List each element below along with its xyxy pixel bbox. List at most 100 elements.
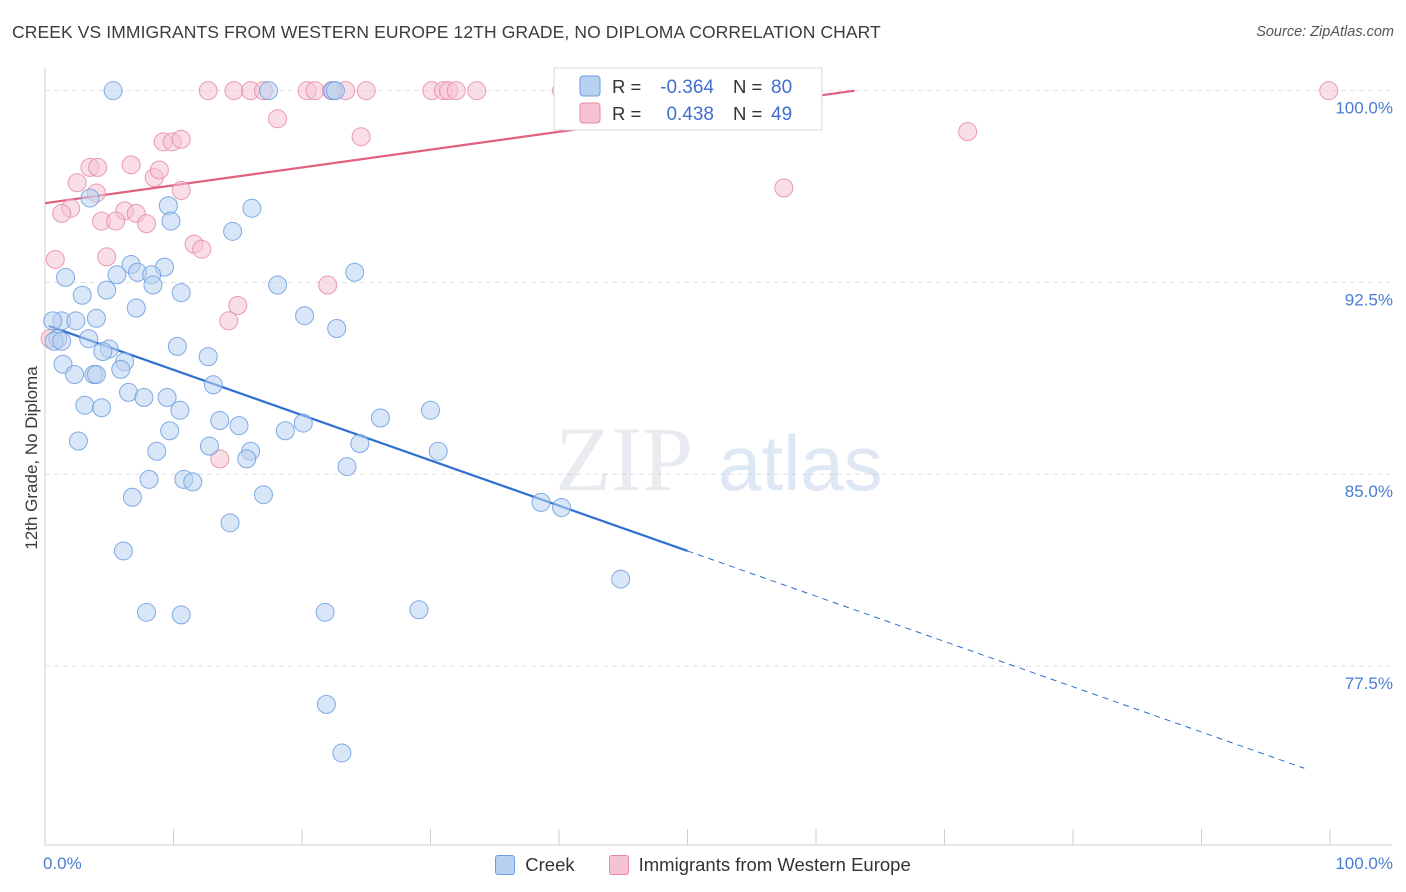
bottom-legend-label-immigrants: Immigrants from Western Europe	[638, 854, 911, 875]
creek-trend-extension	[687, 550, 1305, 769]
immigrants-point	[268, 109, 288, 129]
y-tick-label: 77.5%	[1345, 674, 1393, 693]
creek-point	[198, 347, 218, 367]
creek-point	[327, 318, 347, 338]
axes	[44, 68, 1392, 846]
creek-point	[137, 602, 157, 622]
creek-point	[97, 280, 117, 300]
immigrants-point	[318, 275, 338, 295]
bottom-legend: Creek Immigrants from Western Europe	[0, 848, 1406, 882]
creek-point	[86, 365, 106, 385]
immigrants-point	[67, 173, 87, 193]
source-credit: Source: ZipAtlas.com	[1256, 24, 1394, 40]
creek-point	[134, 388, 154, 408]
creek-point	[113, 541, 133, 561]
immigrants-point	[171, 129, 191, 149]
immigrants-point	[137, 214, 157, 234]
bottom-legend-creek: Creek	[495, 854, 575, 876]
immigrants-point	[219, 311, 239, 331]
creek-point	[203, 375, 223, 395]
creek-point	[56, 267, 76, 287]
creek-point	[259, 81, 279, 101]
immigrants-point	[192, 239, 212, 259]
creek-point	[268, 275, 288, 295]
creek-point	[161, 211, 181, 231]
creek-point	[229, 416, 249, 436]
creek-point	[65, 365, 85, 385]
watermark-zip: ZIP	[555, 408, 693, 510]
immigrants-point	[356, 81, 376, 101]
x-tick-label-max: 100.0%	[1335, 854, 1393, 873]
creek-point	[199, 436, 219, 456]
creek-point	[295, 306, 315, 326]
creek-point	[111, 359, 131, 379]
creek-point	[167, 336, 187, 356]
data-points	[40, 81, 1339, 763]
creek-point	[370, 408, 390, 428]
immigrants-point	[149, 160, 169, 180]
y-tick-label: 92.5%	[1345, 290, 1393, 309]
immigrants-point	[467, 81, 487, 101]
creek-point	[66, 311, 86, 331]
y-tick-label: 100.0%	[1335, 99, 1393, 118]
creek-point	[332, 743, 352, 763]
y-tick-label: 85.0%	[1345, 482, 1393, 501]
creek-point	[80, 188, 100, 208]
creek-point	[93, 341, 113, 361]
legend-box: R = -0.364 N = 80 R = 0.438 N = 49	[553, 67, 823, 131]
bottom-legend-swatch-immigrants	[608, 855, 629, 875]
tick-labels: 100.0% 92.5% 85.0% 77.5% 0.0% 100.0%	[43, 99, 1393, 873]
creek-point	[409, 600, 429, 620]
creek-point	[68, 431, 88, 451]
creek-point	[160, 421, 180, 441]
creek-point	[611, 569, 631, 589]
creek-point	[171, 605, 191, 625]
legend-r-value-immigrants: 0.438	[666, 104, 714, 125]
immigrants-point	[958, 122, 978, 142]
immigrants-point	[228, 295, 248, 315]
creek-point	[72, 285, 92, 305]
creek-point	[253, 485, 273, 505]
grid-lines	[45, 90, 1390, 667]
bottom-legend-label-creek: Creek	[525, 854, 575, 875]
legend-r-label-immigrants: R =	[612, 103, 641, 124]
legend-n-label-creek: N =	[733, 76, 762, 97]
creek-point	[316, 694, 336, 714]
creek-point	[107, 265, 127, 285]
creek-point	[350, 434, 370, 454]
x-tick-label-min: 0.0%	[43, 854, 82, 873]
creek-point	[315, 602, 335, 622]
bottom-legend-immigrants: Immigrants from Western Europe	[608, 854, 911, 876]
immigrants-point	[210, 449, 230, 469]
immigrants-point	[52, 203, 72, 223]
creek-point	[275, 421, 295, 441]
creek-point	[92, 398, 112, 418]
creek-point	[325, 81, 345, 101]
legend-swatch-creek	[579, 75, 601, 97]
creek-point	[223, 221, 243, 241]
immigrants-point	[198, 81, 218, 101]
creek-point	[531, 492, 551, 512]
legend-r-value-creek: -0.364	[660, 77, 714, 98]
creek-point	[52, 331, 72, 351]
creek-point	[75, 395, 95, 415]
creek-point	[170, 400, 190, 420]
creek-point	[237, 449, 257, 469]
immigrants-point	[171, 180, 191, 200]
creek-point	[103, 81, 123, 101]
creek-point	[79, 329, 99, 349]
creek-trend-line	[48, 324, 688, 552]
creek-point	[86, 308, 106, 328]
watermark: ZIP atlas	[555, 408, 883, 510]
watermark-atlas: atlas	[718, 419, 883, 507]
legend-n-label-immigrants: N =	[733, 103, 762, 124]
y-axis-label: 12th Grade, No Diploma	[22, 366, 41, 550]
creek-point	[428, 441, 448, 461]
legend-n-value-immigrants: 49	[771, 104, 792, 125]
immigrants-point	[88, 157, 108, 177]
legend-n-value-creek: 80	[771, 77, 792, 98]
immigrants-point	[446, 81, 466, 101]
creek-point	[293, 413, 313, 433]
creek-point	[143, 275, 163, 295]
creek-point	[242, 198, 262, 218]
